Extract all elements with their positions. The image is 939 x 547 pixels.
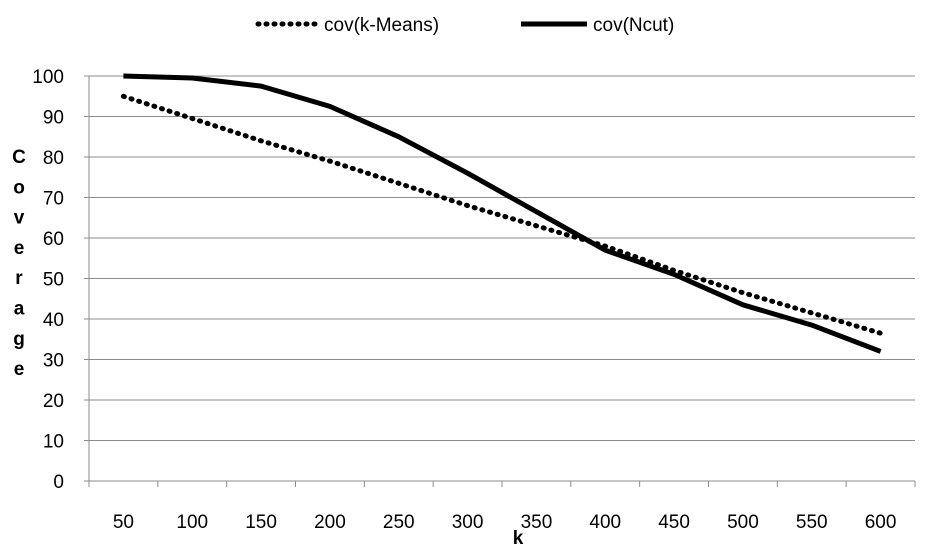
gridlines [84, 75, 915, 482]
y-tick-label: 60 [43, 229, 64, 250]
y-tick-labels: 0 10 20 30 40 50 60 70 80 90 100 [32, 67, 64, 493]
y-axis-title-letter: o [13, 177, 25, 198]
x-tick-label: 600 [865, 512, 897, 533]
y-tick-label: 30 [43, 351, 64, 372]
legend-label-ncut: cov(Ncut) [593, 15, 674, 36]
series-lines [120, 73, 884, 354]
y-tick-label: 80 [43, 148, 64, 169]
y-tick-label: 70 [43, 189, 64, 210]
y-axis-title-letter: e [14, 359, 25, 380]
y-axis-title-letter: e [14, 238, 25, 259]
y-tick-label: 0 [53, 472, 64, 493]
x-tick-label: 550 [796, 512, 828, 533]
y-axis-title-letter: r [15, 268, 23, 289]
y-tick-label: 90 [43, 108, 64, 129]
x-tick-label: 450 [658, 512, 690, 533]
y-tick-label: 20 [43, 391, 64, 412]
x-axis-title: k [513, 528, 524, 547]
y-axis-title-letter: C [12, 147, 26, 168]
x-tick-label: 300 [452, 512, 484, 533]
x-tick-label: 400 [589, 512, 621, 533]
y-tick-label: 10 [43, 432, 64, 453]
y-axis-title-letter: g [13, 329, 25, 350]
axes [88, 76, 916, 487]
legend: cov(k-Means) cov(Ncut) [255, 15, 674, 36]
x-tick-label: 250 [383, 512, 415, 533]
x-tick-label: 200 [314, 512, 346, 533]
y-axis-title-letter: v [14, 208, 25, 229]
x-tick-label: 500 [727, 512, 759, 533]
x-tick-label: 350 [521, 512, 553, 533]
x-tick-label: 150 [245, 512, 277, 533]
y-axis-title-letter: a [14, 299, 25, 320]
series-line-ncut [123, 73, 882, 354]
legend-label-kmeans: cov(k-Means) [324, 15, 439, 36]
x-tick-labels: 50 100 150 200 250 300 350 400 450 500 550 600 [113, 512, 897, 533]
y-tick-label: 40 [43, 310, 64, 331]
x-tick-label: 100 [176, 512, 208, 533]
series-line-kmeans [120, 93, 884, 336]
x-tick-label: 50 [113, 512, 134, 533]
y-tick-label: 100 [32, 67, 64, 88]
y-tick-label: 50 [43, 270, 64, 291]
